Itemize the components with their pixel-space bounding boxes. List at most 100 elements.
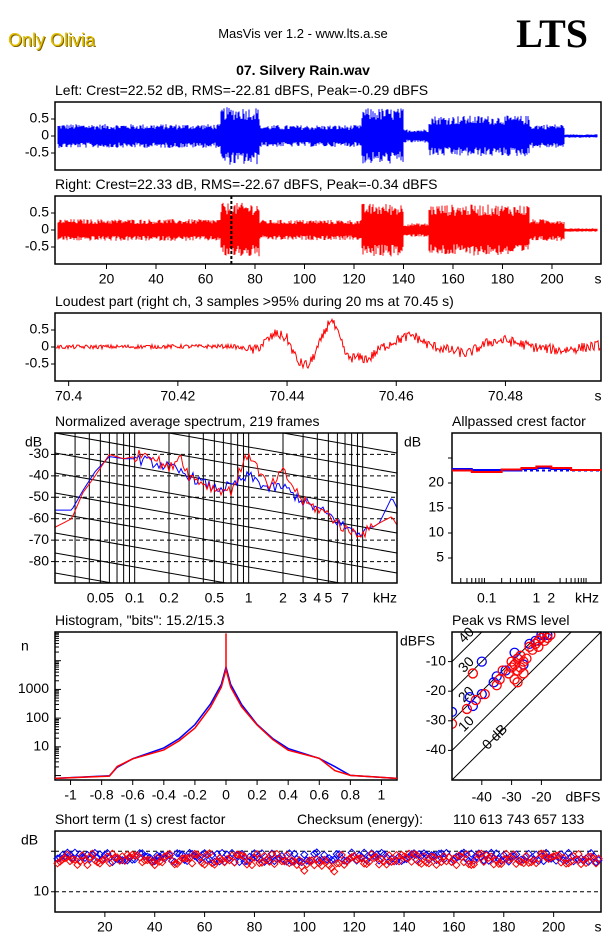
short-term-xtick-label: 180 — [492, 919, 516, 935]
peak-rms-frame — [451, 631, 602, 781]
loudest-xtick-label: 70.44 — [270, 388, 305, 404]
short-term-point — [474, 850, 484, 859]
left-channel-title: Left: Crest=22.52 dB, RMS=-22.81 dBFS, P… — [55, 82, 429, 98]
spectrum-xtick-label: 4 — [313, 590, 321, 606]
short-term-point — [202, 850, 212, 859]
peak-rms-xlabel: dBFS — [565, 789, 600, 805]
histogram-ytick-label: 10 — [33, 738, 49, 754]
peak-rms-point — [527, 644, 538, 655]
short-term-point — [157, 858, 167, 867]
short-term-point — [257, 858, 267, 867]
short-term-xtick-label: 80 — [247, 919, 263, 935]
histogram-xtick-label: 0.8 — [341, 787, 361, 803]
peak-rms-point — [515, 662, 526, 673]
left-waveform-signal — [57, 107, 598, 165]
peak-rms-point — [497, 665, 508, 676]
short-term-point — [502, 849, 511, 859]
short-term-point — [148, 857, 157, 866]
short-term-point — [110, 853, 120, 862]
histogram-xtick-label: 0.6 — [310, 787, 330, 803]
spectrum-series-left — [55, 454, 397, 538]
short-term-point — [369, 853, 379, 863]
short-term-point — [409, 849, 419, 859]
peak-rms-ytick-label: -30 — [426, 712, 446, 728]
short-term-point — [212, 857, 222, 866]
short-term-point — [462, 850, 471, 859]
peak-rms-point — [512, 677, 523, 688]
short-term-point — [354, 854, 364, 863]
short-term-point — [559, 853, 568, 863]
short-term-point — [571, 855, 581, 864]
right-waveform-xtick-label: 60 — [198, 271, 214, 287]
spectrum-slope-line — [55, 532, 343, 583]
short-term-point — [270, 859, 279, 869]
short-term-xtick-label: 120 — [342, 919, 366, 935]
short-term-point — [310, 849, 319, 858]
histogram-series-right — [54, 633, 398, 780]
short-term-point — [517, 855, 526, 864]
peak-rms-xtick-label: -30 — [501, 789, 521, 805]
short-term-point — [100, 854, 110, 864]
lts-logo: LTS — [516, 11, 588, 56]
short-term-point — [322, 855, 331, 864]
spectrum-slope-line — [280, 433, 397, 454]
loudest-ytick-label: -0.5 — [25, 355, 49, 371]
spectrum-slope-line — [55, 452, 397, 514]
short-term-point — [536, 849, 546, 858]
short-term-point — [275, 853, 284, 862]
peak-rms-point — [521, 653, 532, 664]
short-term-point — [103, 852, 112, 861]
peak-rms-ytick-label: -20 — [426, 682, 446, 698]
short-term-point — [504, 855, 513, 865]
left-waveform-ytick-label: 0 — [41, 127, 49, 143]
spectrum-series-right — [55, 449, 397, 539]
short-term-point — [177, 850, 187, 859]
peak-rms-ylabel: dBFS — [400, 633, 435, 649]
short-term-point — [210, 860, 219, 869]
short-term-xtick-label: 40 — [147, 919, 163, 935]
short-term-point — [182, 854, 192, 863]
short-term-point — [155, 857, 164, 866]
spectrum-xtick-label: 5 — [324, 590, 332, 606]
spectrum-slope-line — [55, 693, 397, 753]
short-term-point — [454, 852, 464, 861]
peak-rms-point — [506, 656, 517, 667]
peak-rms-point — [491, 680, 502, 691]
short-term-xtick-label: 200 — [542, 919, 566, 935]
right-waveform-xtick-label: 180 — [491, 271, 515, 287]
spectrum-slope-line — [55, 512, 397, 574]
short-term-point — [255, 858, 264, 868]
short-term-point — [407, 857, 416, 866]
peak-rms-point — [494, 674, 505, 685]
histogram-title: Histogram, "bits": 15.2/15.3 — [55, 612, 225, 628]
loudest-xtick-label: 70.42 — [160, 388, 195, 404]
short-term-point — [594, 854, 603, 863]
short-term-point — [63, 850, 72, 859]
short-term-crest-title: Short term (1 s) crest factor — [55, 811, 226, 827]
peak-rms-xtick-label: -40 — [472, 789, 492, 805]
short-term-point — [452, 860, 461, 870]
short-term-point — [487, 852, 496, 861]
histogram-xtick-label: 0.2 — [247, 787, 267, 803]
peak-rms-ytick-label: -10 — [426, 652, 446, 668]
short-term-point — [551, 851, 561, 860]
short-term-xtick-label: 140 — [392, 919, 416, 935]
short-term-point — [339, 860, 349, 869]
short-term-point — [105, 858, 115, 868]
right-waveform-xtick-label: 20 — [99, 271, 115, 287]
short-term-point — [492, 855, 501, 865]
allpassed-ytick-label: 20 — [428, 474, 444, 490]
peak-rms-point — [509, 647, 520, 658]
short-term-point — [150, 860, 159, 870]
spectrum-xtick-label: 3 — [299, 590, 307, 606]
peak-rms-point — [539, 632, 550, 641]
short-term-point — [187, 859, 197, 868]
short-term-point — [509, 850, 518, 859]
short-term-point — [347, 853, 356, 862]
peak-rms-point — [518, 656, 529, 667]
histogram-xtick-label: -0.6 — [121, 787, 145, 803]
short-term-point — [170, 860, 179, 869]
spectrum-ytick-label: -80 — [29, 552, 49, 568]
short-term-point — [280, 857, 289, 866]
peak-rms-point — [500, 665, 511, 676]
